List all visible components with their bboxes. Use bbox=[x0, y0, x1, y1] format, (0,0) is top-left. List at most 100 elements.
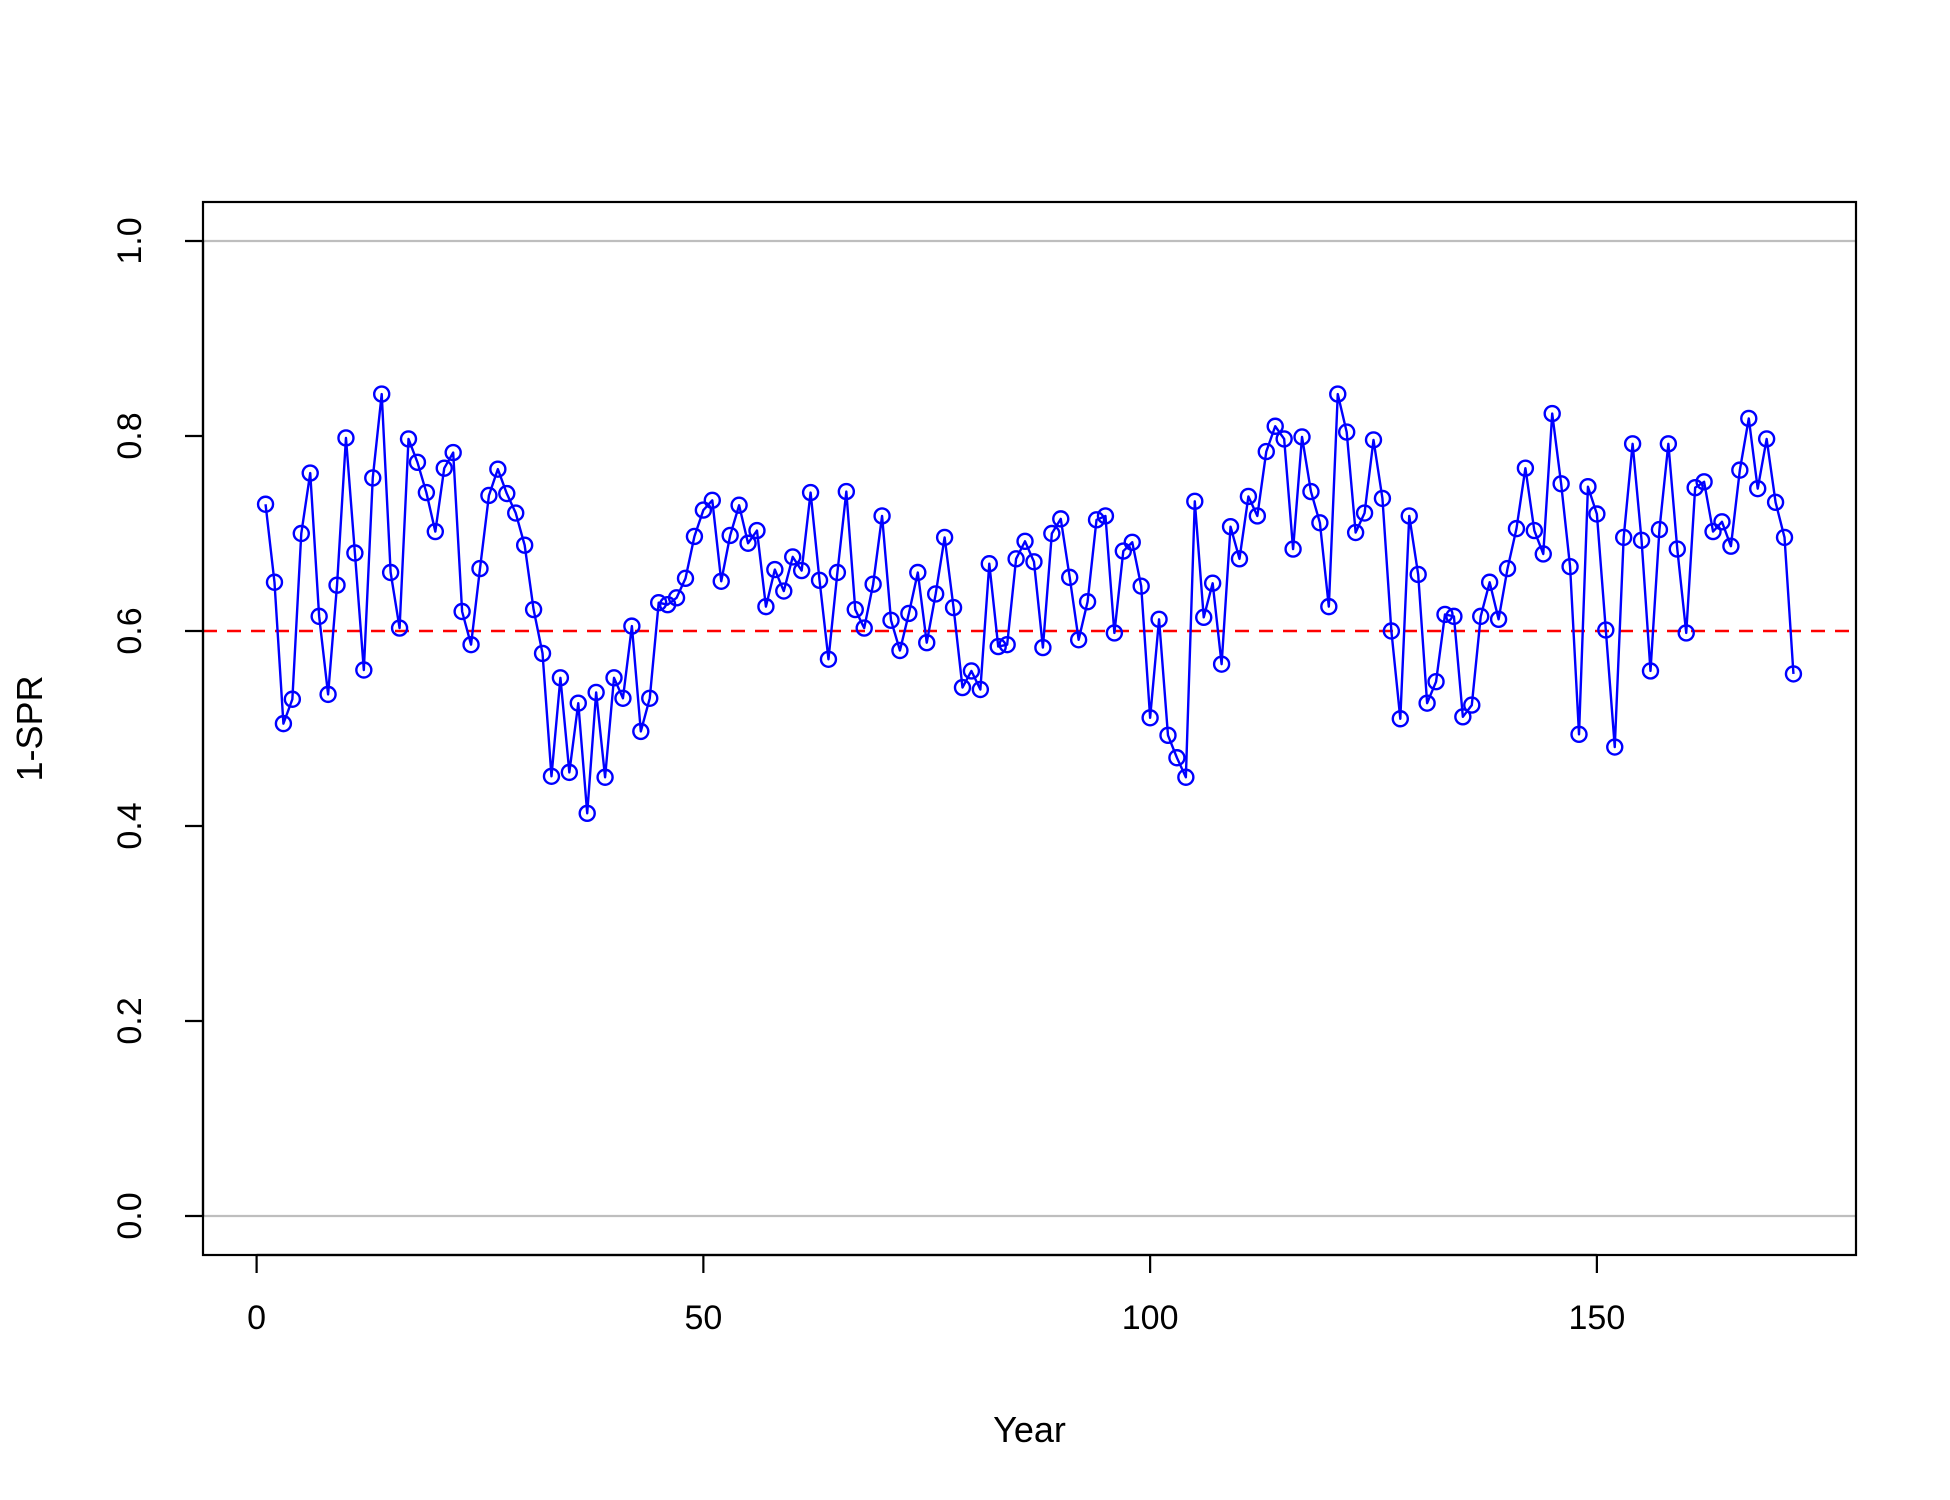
data-point bbox=[1677, 624, 1695, 642]
data-point bbox=[730, 496, 748, 514]
data-point bbox=[1686, 478, 1704, 497]
data-point bbox=[489, 460, 507, 478]
data-point bbox=[757, 597, 775, 616]
data-point bbox=[596, 768, 614, 786]
data-point bbox=[685, 527, 704, 546]
data-point bbox=[632, 722, 650, 741]
data-point bbox=[766, 560, 784, 579]
data-point bbox=[1078, 593, 1097, 611]
data-point bbox=[1346, 523, 1365, 542]
data-point bbox=[819, 650, 838, 668]
data-point bbox=[560, 763, 579, 782]
data-point bbox=[1695, 473, 1713, 491]
data-point bbox=[1257, 442, 1275, 461]
series-line bbox=[264, 392, 1795, 815]
data-point bbox=[989, 637, 1007, 656]
data-point bbox=[1159, 726, 1177, 745]
data-point bbox=[1141, 709, 1159, 727]
data-point bbox=[1293, 428, 1311, 446]
data-point bbox=[435, 459, 453, 477]
data-point bbox=[605, 669, 623, 687]
data-point bbox=[1373, 489, 1392, 508]
data-point bbox=[1043, 524, 1061, 543]
data-point bbox=[891, 641, 909, 660]
data-point bbox=[471, 559, 489, 578]
data-point bbox=[864, 575, 882, 593]
data-point bbox=[1186, 492, 1204, 511]
data-point bbox=[587, 683, 605, 702]
data-point bbox=[873, 507, 891, 525]
data-point bbox=[256, 495, 275, 513]
data-point bbox=[944, 598, 963, 617]
data-point bbox=[855, 619, 873, 637]
data-point bbox=[426, 522, 445, 541]
data-point bbox=[784, 548, 802, 566]
data-point bbox=[310, 607, 328, 626]
data-point bbox=[1123, 533, 1141, 551]
data-point bbox=[551, 669, 570, 687]
data-point bbox=[1507, 519, 1526, 538]
data-point bbox=[1400, 507, 1418, 525]
data-point bbox=[1052, 510, 1070, 528]
data-point bbox=[1552, 475, 1570, 493]
data-point bbox=[810, 571, 829, 589]
data-point bbox=[792, 561, 811, 580]
data-point bbox=[1454, 708, 1472, 726]
plot-box bbox=[201, 200, 1858, 1257]
data-point bbox=[569, 694, 587, 712]
data-point bbox=[971, 680, 990, 699]
data-point bbox=[498, 484, 516, 503]
x-axis-title: Year bbox=[993, 1409, 1066, 1450]
data-point bbox=[1132, 577, 1150, 595]
data-point bbox=[1114, 542, 1133, 560]
data-point bbox=[882, 611, 900, 629]
data-point bbox=[399, 430, 418, 448]
data-point bbox=[1355, 504, 1374, 522]
data-point bbox=[1516, 459, 1535, 477]
data-point bbox=[274, 714, 293, 733]
data-point bbox=[1150, 610, 1168, 628]
data-point bbox=[1704, 522, 1722, 541]
data-point bbox=[355, 661, 373, 679]
data-point bbox=[1650, 520, 1669, 539]
data-point bbox=[1731, 461, 1749, 479]
data-point bbox=[1668, 540, 1686, 558]
data-point bbox=[1740, 409, 1758, 428]
data-point bbox=[748, 521, 766, 540]
data-point bbox=[935, 528, 954, 547]
data-point bbox=[542, 767, 561, 785]
data-point bbox=[1472, 607, 1490, 626]
data-point bbox=[1623, 435, 1642, 453]
data-point bbox=[1212, 655, 1231, 673]
y-axis-title: 1-SPR bbox=[9, 675, 50, 781]
data-point bbox=[739, 534, 757, 552]
data-point bbox=[1311, 514, 1329, 532]
data-point bbox=[533, 644, 552, 663]
data-point bbox=[1105, 624, 1124, 642]
reference-lines bbox=[203, 239, 1856, 1218]
data-point bbox=[1382, 622, 1401, 640]
data-point bbox=[614, 689, 632, 707]
data-point bbox=[676, 569, 695, 588]
data-point bbox=[319, 685, 337, 704]
data-point bbox=[1784, 665, 1803, 683]
data-point bbox=[578, 804, 596, 823]
data-point bbox=[953, 678, 972, 697]
data-point bbox=[1087, 511, 1106, 529]
data-point bbox=[1329, 385, 1347, 403]
data-point bbox=[703, 491, 722, 510]
y-tick-label: 1.0 bbox=[111, 217, 149, 264]
data-point bbox=[1641, 662, 1660, 680]
data-point bbox=[417, 483, 436, 502]
data-point bbox=[1525, 521, 1544, 540]
data-point bbox=[1534, 545, 1552, 563]
data-point bbox=[515, 536, 534, 554]
data-point bbox=[828, 563, 847, 582]
data-point bbox=[1248, 507, 1267, 525]
data-point bbox=[1221, 517, 1240, 536]
data-point bbox=[1749, 479, 1767, 498]
data-point bbox=[524, 600, 543, 619]
data-point bbox=[1275, 430, 1293, 448]
data-point bbox=[667, 589, 686, 607]
